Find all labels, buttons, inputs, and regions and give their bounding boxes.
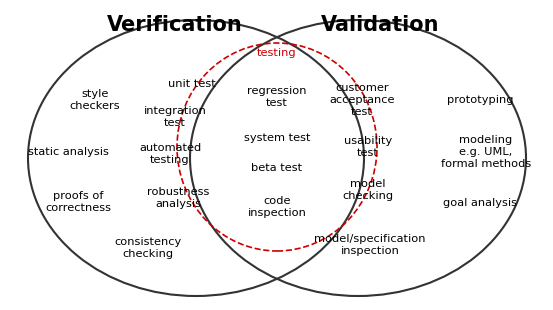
Text: automated
testing: automated testing [139, 143, 201, 165]
Text: system test: system test [244, 133, 310, 143]
Text: beta test: beta test [252, 163, 302, 173]
Text: testing: testing [257, 48, 297, 58]
Text: goal analysis: goal analysis [443, 198, 517, 208]
Text: integration
test: integration test [144, 106, 206, 128]
Text: customer
acceptance
test: customer acceptance test [329, 82, 395, 117]
Text: Verification: Verification [107, 15, 243, 35]
Text: Validation: Validation [321, 15, 439, 35]
Text: proofs of
correctness: proofs of correctness [45, 191, 111, 213]
Text: prototyping: prototyping [447, 95, 513, 105]
Text: style
checkers: style checkers [70, 89, 121, 111]
Text: robustness
analysis: robustness analysis [147, 187, 209, 209]
Text: static analysis: static analysis [28, 147, 108, 157]
Text: code
inspection: code inspection [248, 196, 306, 218]
Text: model
checking: model checking [342, 179, 394, 201]
Text: modeling
e.g. UML,
formal methods: modeling e.g. UML, formal methods [441, 135, 531, 169]
Text: consistency
checking: consistency checking [114, 237, 181, 259]
Text: unit test: unit test [168, 79, 216, 89]
Text: usability
test: usability test [344, 136, 392, 158]
Text: model/specification
inspection: model/specification inspection [314, 234, 426, 256]
Text: regression
test: regression test [247, 86, 307, 108]
